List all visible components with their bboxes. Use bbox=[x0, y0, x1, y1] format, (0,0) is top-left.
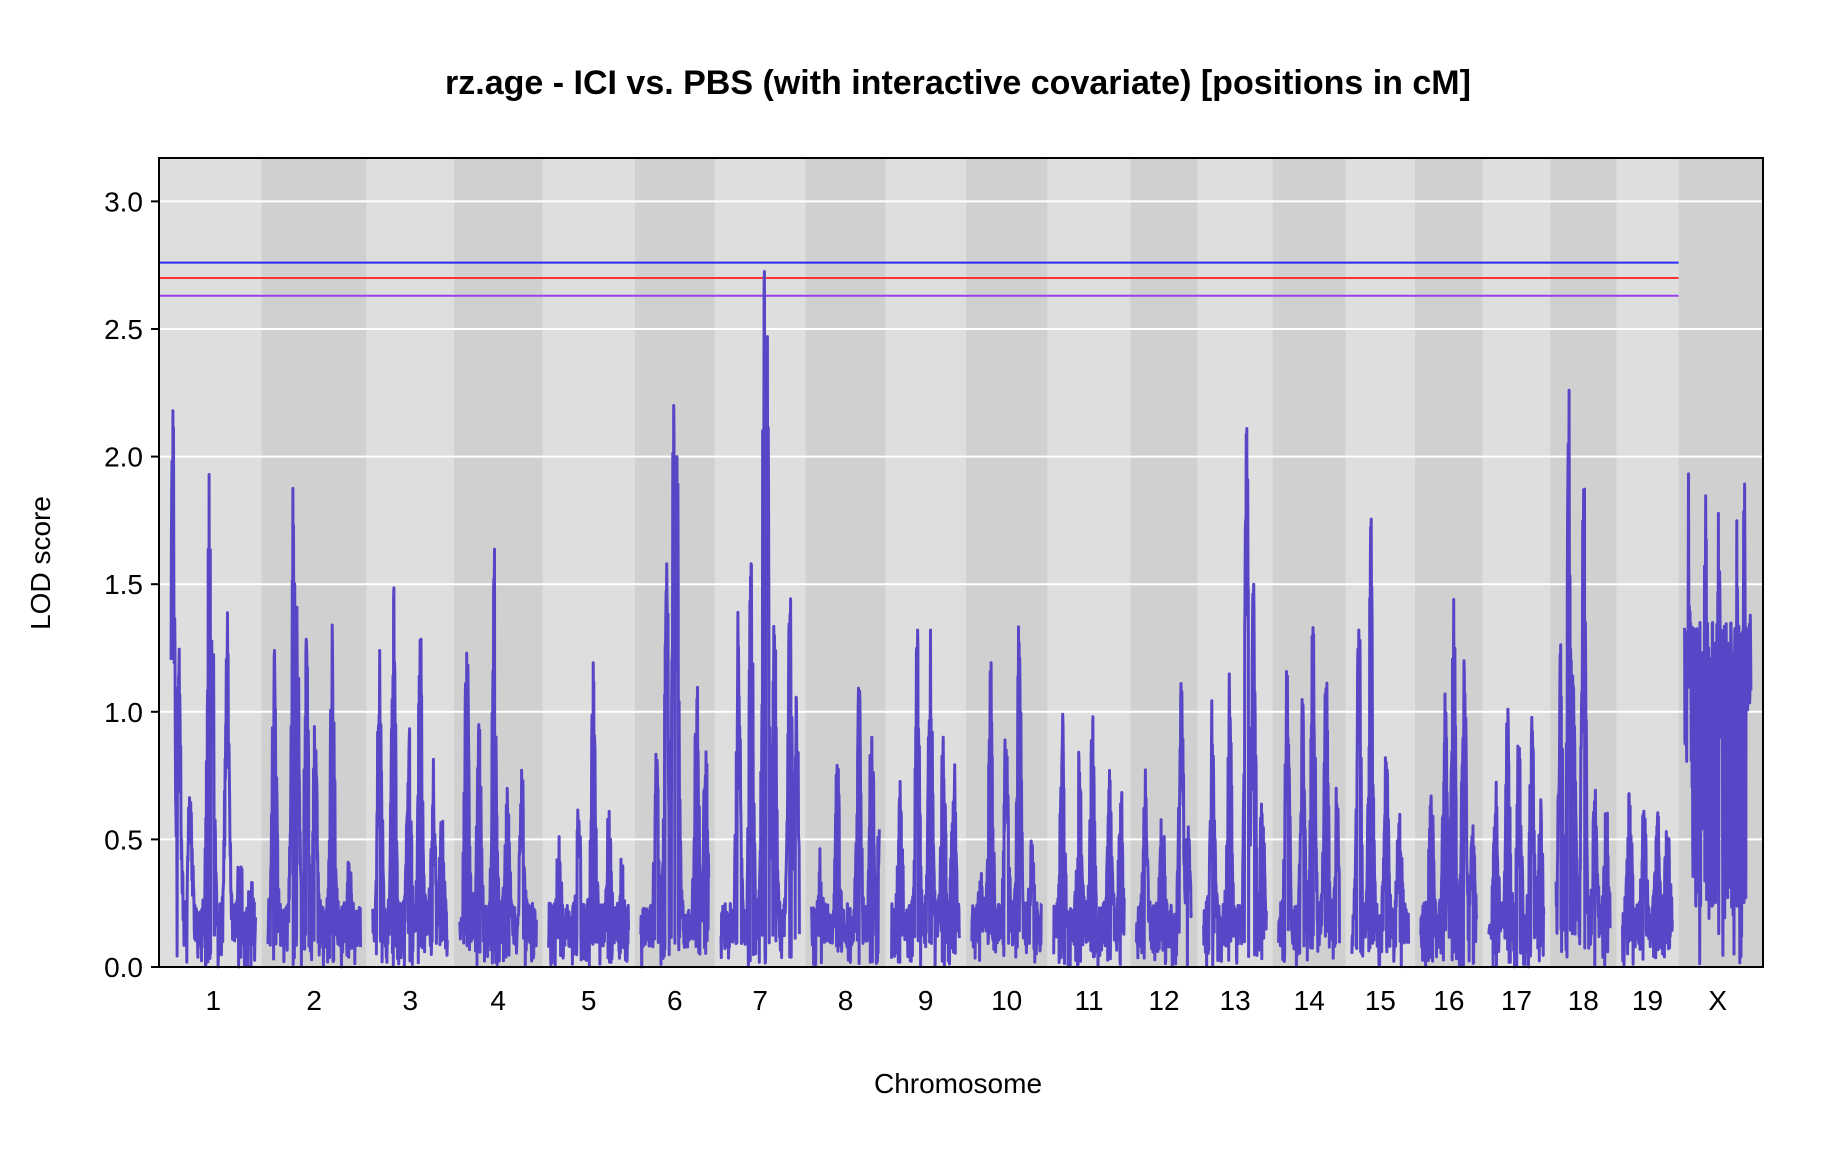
x-tick-label: 8 bbox=[838, 985, 854, 1016]
lod-line-chr-3 bbox=[371, 586, 450, 968]
x-axis-ticks: 1 2 3 4 5 6 7 8 9 10 11 12 13 14 15 16 17 18 19 X bbox=[206, 985, 1728, 1016]
lod-line-chr-13 bbox=[1202, 427, 1268, 968]
x-tick-label: 14 bbox=[1294, 985, 1325, 1016]
lod-line-chr-6 bbox=[639, 404, 711, 969]
x-tick-label: 2 bbox=[306, 985, 322, 1016]
y-axis-label: LOD score bbox=[25, 496, 56, 630]
y-tick-label: 1.0 bbox=[104, 697, 143, 728]
lod-line-chr-15 bbox=[1350, 517, 1411, 969]
lod-line-chr-2 bbox=[266, 486, 362, 969]
x-tick-label: 11 bbox=[1074, 985, 1103, 1016]
chromosome-band bbox=[542, 158, 635, 967]
y-tick-label: 2.0 bbox=[104, 442, 143, 473]
y-axis-ticks: 0.0 0.5 1.0 1.5 2.0 2.5 3.0 bbox=[104, 186, 159, 983]
x-tick-label: 18 bbox=[1568, 985, 1599, 1016]
lod-line-chr-17 bbox=[1487, 707, 1546, 969]
lod-line-chr-10 bbox=[970, 625, 1043, 964]
x-tick-label: 17 bbox=[1501, 985, 1532, 1016]
x-axis-label: Chromosome bbox=[874, 1068, 1042, 1099]
chromosome-band bbox=[1616, 158, 1679, 967]
lod-line-chr-12 bbox=[1134, 682, 1193, 968]
x-tick-label: 1 bbox=[206, 985, 222, 1016]
x-tick-label: 13 bbox=[1220, 985, 1251, 1016]
chart-title: rz.age - ICI vs. PBS (with interactive c… bbox=[445, 64, 1471, 102]
x-tick-label: 9 bbox=[918, 985, 934, 1016]
plot-frame bbox=[158, 157, 1764, 968]
y-tick-label: 1.5 bbox=[104, 569, 143, 600]
lod-line-chr-18 bbox=[1554, 388, 1612, 968]
chromosome-band bbox=[1678, 158, 1763, 967]
y-tick-label: 0.5 bbox=[104, 824, 143, 855]
lod-line-chr-11 bbox=[1052, 712, 1126, 968]
lod-line-chr-X bbox=[1683, 472, 1753, 966]
x-tick-label: X bbox=[1708, 985, 1727, 1016]
x-tick-label: 10 bbox=[991, 985, 1022, 1016]
x-tick-label: 19 bbox=[1632, 985, 1663, 1016]
lod-line-chr-14 bbox=[1277, 626, 1341, 968]
x-tick-label: 15 bbox=[1365, 985, 1396, 1016]
lod-line-chr-5 bbox=[547, 661, 630, 967]
lod-line-chr-7 bbox=[719, 270, 801, 967]
lod-series bbox=[169, 270, 1753, 969]
chromosome-band bbox=[965, 158, 1048, 967]
lod-line-chr-4 bbox=[458, 547, 538, 967]
x-tick-label: 12 bbox=[1148, 985, 1179, 1016]
y-tick-label: 0.0 bbox=[104, 952, 143, 983]
lod-line-chr-1 bbox=[169, 409, 257, 969]
chromosome-band bbox=[1130, 158, 1198, 967]
lod-line-chr-19 bbox=[1621, 792, 1674, 967]
lod-line-chr-8 bbox=[810, 686, 881, 967]
x-tick-label: 5 bbox=[581, 985, 597, 1016]
x-tick-label: 4 bbox=[490, 985, 506, 1016]
lod-line-chr-16 bbox=[1419, 598, 1479, 968]
x-tick-label: 7 bbox=[752, 985, 768, 1016]
x-tick-label: 16 bbox=[1433, 985, 1464, 1016]
y-tick-label: 2.5 bbox=[104, 314, 143, 345]
threshold-lines bbox=[159, 261, 1679, 297]
x-tick-label: 6 bbox=[667, 985, 683, 1016]
y-tick-label: 3.0 bbox=[104, 186, 143, 217]
x-tick-label: 3 bbox=[402, 985, 418, 1016]
lod-line-chr-9 bbox=[890, 628, 961, 968]
